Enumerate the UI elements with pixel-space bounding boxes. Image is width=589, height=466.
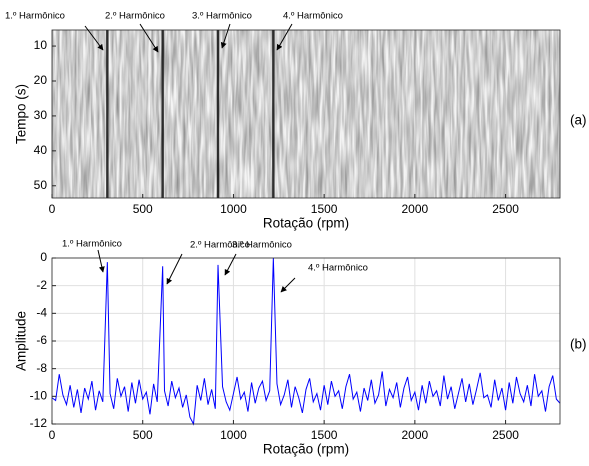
x-tick-label: 2000	[402, 428, 429, 442]
x-tick-label: 1000	[220, 202, 247, 216]
harmonic-line	[272, 30, 275, 198]
x-tick-label: 2000	[402, 202, 429, 216]
annotation: 3.º Harmônico	[232, 240, 292, 251]
x-tick-label: 1500	[311, 202, 338, 216]
annotation: 1.º Harmônico	[5, 11, 65, 22]
harmonic-line	[216, 30, 220, 198]
y-axis-label: Amplitude	[14, 311, 29, 371]
annotation: 3.º Harmônico	[192, 11, 252, 22]
y-axis-label: Tempo (s)	[14, 84, 29, 144]
annotation-arrow	[139, 23, 159, 53]
y-tick-label: 0	[40, 250, 47, 264]
y-tick-label: -2	[36, 278, 47, 292]
y-tick-label: -4	[36, 306, 47, 320]
annotation: 4.º Harmônico	[308, 263, 368, 274]
y-tick-label: -8	[36, 361, 47, 375]
x-axis-label: Rotação (rpm)	[263, 442, 349, 457]
plot-frame	[51, 29, 561, 199]
x-tick-label: 2500	[492, 428, 519, 442]
annotation-arrow	[97, 249, 105, 273]
panel-label: (b)	[570, 337, 587, 352]
x-tick-label: 500	[133, 202, 153, 216]
annotation-arrow	[224, 253, 237, 276]
x-tick-label: 500	[133, 428, 153, 442]
annotation-arrow	[280, 277, 296, 293]
harmonic-line	[106, 30, 109, 198]
annotation: 2.º Harmônico	[190, 240, 250, 251]
data-line	[51, 257, 561, 426]
x-axis-label: Rotação (rpm)	[263, 216, 349, 231]
annotation-arrow	[220, 23, 231, 49]
y-tick-label: 10	[34, 38, 48, 52]
y-tick-label: 30	[34, 108, 48, 122]
y-tick-label: 20	[34, 73, 48, 87]
x-tick-label: 1000	[220, 428, 247, 442]
y-tick-label: 40	[34, 143, 48, 157]
x-tick-label: 0	[49, 428, 56, 442]
annotation-arrow	[276, 23, 293, 51]
y-tick-label: -10	[30, 389, 48, 403]
harmonic-line	[161, 30, 164, 198]
x-tick-label: 0	[49, 202, 56, 216]
annotation: 4.º Harmônico	[283, 11, 343, 22]
spectrogram-texture	[52, 30, 560, 198]
y-tick-label: -12	[30, 416, 48, 430]
panel-label: (a)	[570, 113, 587, 128]
x-tick-label: 2500	[492, 202, 519, 216]
annotation-arrow	[166, 253, 183, 285]
y-tick-label: 50	[34, 178, 48, 192]
annotation: 2.º Harmônico	[105, 11, 165, 22]
y-tick-label: -6	[36, 333, 47, 347]
annotation-arrow	[84, 25, 104, 51]
x-tick-label: 1500	[311, 428, 338, 442]
annotation: 1.º Harmônico	[62, 239, 122, 250]
